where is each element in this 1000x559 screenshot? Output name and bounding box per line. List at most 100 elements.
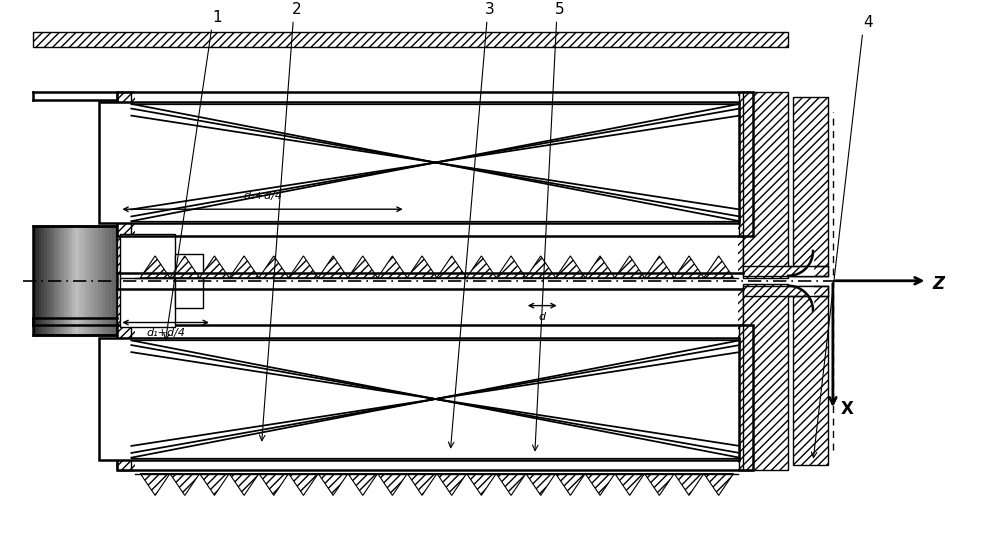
Polygon shape bbox=[467, 473, 496, 495]
Bar bbox=[115, 226, 118, 335]
Bar bbox=[739, 92, 753, 236]
Bar bbox=[95, 226, 98, 335]
Bar bbox=[33, 226, 36, 335]
Text: 2: 2 bbox=[291, 2, 301, 17]
Polygon shape bbox=[674, 473, 704, 495]
Polygon shape bbox=[348, 256, 378, 278]
Bar bbox=[61, 226, 64, 335]
Polygon shape bbox=[585, 473, 615, 495]
Bar bbox=[117, 456, 753, 470]
Bar bbox=[743, 284, 788, 470]
Bar bbox=[81, 226, 84, 335]
Text: X: X bbox=[841, 400, 854, 418]
Polygon shape bbox=[229, 256, 259, 278]
Polygon shape bbox=[585, 256, 615, 278]
Bar bbox=[44, 226, 48, 335]
Text: Z: Z bbox=[932, 274, 944, 293]
Polygon shape bbox=[704, 473, 734, 495]
Bar bbox=[117, 325, 753, 339]
Bar bbox=[117, 92, 753, 106]
Polygon shape bbox=[496, 473, 526, 495]
Bar bbox=[793, 286, 828, 465]
Text: d₁+d/4: d₁+d/4 bbox=[146, 329, 185, 338]
Polygon shape bbox=[200, 256, 229, 278]
Polygon shape bbox=[645, 473, 674, 495]
Polygon shape bbox=[140, 256, 170, 278]
Bar bbox=[117, 222, 753, 236]
Bar bbox=[120, 278, 175, 328]
Polygon shape bbox=[229, 473, 259, 495]
Polygon shape bbox=[259, 473, 289, 495]
Text: d: d bbox=[539, 311, 546, 321]
Polygon shape bbox=[496, 256, 526, 278]
Bar bbox=[103, 226, 107, 335]
Bar bbox=[50, 226, 53, 335]
Polygon shape bbox=[556, 473, 585, 495]
Bar bbox=[106, 226, 109, 335]
Bar bbox=[36, 226, 39, 335]
Polygon shape bbox=[318, 256, 348, 278]
Polygon shape bbox=[556, 256, 585, 278]
Polygon shape bbox=[467, 256, 496, 278]
Bar bbox=[92, 226, 95, 335]
Bar bbox=[109, 226, 112, 335]
Polygon shape bbox=[526, 473, 556, 495]
Bar bbox=[117, 288, 743, 470]
Polygon shape bbox=[378, 256, 407, 278]
Bar bbox=[99, 338, 739, 459]
Bar bbox=[55, 226, 59, 335]
Polygon shape bbox=[615, 473, 645, 495]
Text: 5: 5 bbox=[555, 2, 564, 17]
Polygon shape bbox=[704, 256, 734, 278]
Polygon shape bbox=[526, 256, 556, 278]
Bar bbox=[72, 226, 76, 335]
Bar bbox=[99, 102, 739, 223]
Text: 4: 4 bbox=[863, 16, 872, 30]
Bar bbox=[117, 92, 743, 273]
Bar bbox=[75, 226, 79, 335]
Polygon shape bbox=[289, 473, 318, 495]
Bar bbox=[175, 254, 203, 284]
Bar bbox=[112, 226, 115, 335]
Bar bbox=[135, 88, 738, 278]
Bar bbox=[70, 226, 73, 335]
Bar bbox=[743, 286, 828, 296]
Polygon shape bbox=[645, 256, 674, 278]
Polygon shape bbox=[437, 473, 467, 495]
Bar bbox=[739, 325, 753, 470]
Polygon shape bbox=[437, 256, 467, 278]
Polygon shape bbox=[170, 256, 200, 278]
Bar bbox=[98, 226, 101, 335]
Polygon shape bbox=[674, 256, 704, 278]
Polygon shape bbox=[318, 473, 348, 495]
Bar bbox=[743, 92, 788, 278]
Polygon shape bbox=[289, 256, 318, 278]
Bar bbox=[47, 226, 50, 335]
Bar bbox=[101, 226, 104, 335]
Bar bbox=[117, 92, 753, 236]
Bar bbox=[39, 226, 42, 335]
Bar bbox=[53, 226, 56, 335]
Bar bbox=[89, 226, 93, 335]
Bar bbox=[117, 92, 131, 236]
Bar bbox=[175, 278, 203, 307]
Polygon shape bbox=[407, 256, 437, 278]
Bar bbox=[86, 226, 90, 335]
Polygon shape bbox=[170, 473, 200, 495]
Bar bbox=[78, 226, 81, 335]
Polygon shape bbox=[140, 473, 170, 495]
Polygon shape bbox=[378, 473, 407, 495]
Bar bbox=[117, 325, 131, 470]
Bar bbox=[67, 226, 70, 335]
Bar bbox=[743, 266, 828, 276]
Bar bbox=[84, 226, 87, 335]
Text: 1: 1 bbox=[212, 11, 222, 25]
Text: 3: 3 bbox=[485, 2, 495, 17]
Bar bbox=[58, 226, 62, 335]
Bar bbox=[33, 32, 788, 48]
Polygon shape bbox=[200, 473, 229, 495]
Bar bbox=[41, 226, 45, 335]
Bar bbox=[135, 284, 738, 473]
Bar bbox=[33, 226, 117, 335]
Bar bbox=[117, 325, 753, 470]
